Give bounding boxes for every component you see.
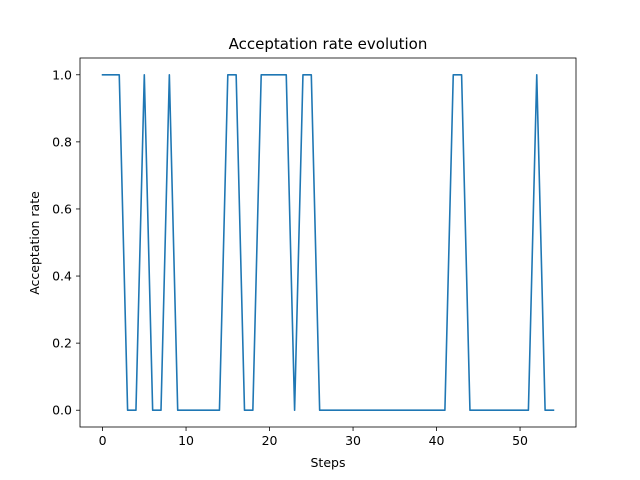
x-tick-label: 0 xyxy=(99,433,107,448)
series-line-0 xyxy=(101,73,555,412)
x-tick-label: 20 xyxy=(262,433,278,448)
y-tick-label: 0.4 xyxy=(52,269,72,284)
x-tick-label: 50 xyxy=(512,433,528,448)
y-axis-label: Acceptation rate xyxy=(27,191,42,295)
y-tick-label: 0.6 xyxy=(52,201,72,216)
y-tick-label: 0.0 xyxy=(52,403,72,418)
chart-title: Acceptation rate evolution xyxy=(229,35,428,53)
x-tick-label: 30 xyxy=(345,433,361,448)
x-axis-label: Steps xyxy=(311,455,346,470)
plot-area xyxy=(101,73,555,412)
y-tick-label: 1.0 xyxy=(52,67,72,82)
x-tick-label: 40 xyxy=(429,433,445,448)
y-tick-label: 0.2 xyxy=(52,336,72,351)
x-tick-label: 10 xyxy=(178,433,194,448)
axes-frame xyxy=(79,57,577,428)
y-tick-label: 0.8 xyxy=(52,134,72,149)
axes-ticks: 0 10 20 30 40 50 0.0 0.2 0.4 0.6 0.8 1.0 xyxy=(52,67,528,448)
